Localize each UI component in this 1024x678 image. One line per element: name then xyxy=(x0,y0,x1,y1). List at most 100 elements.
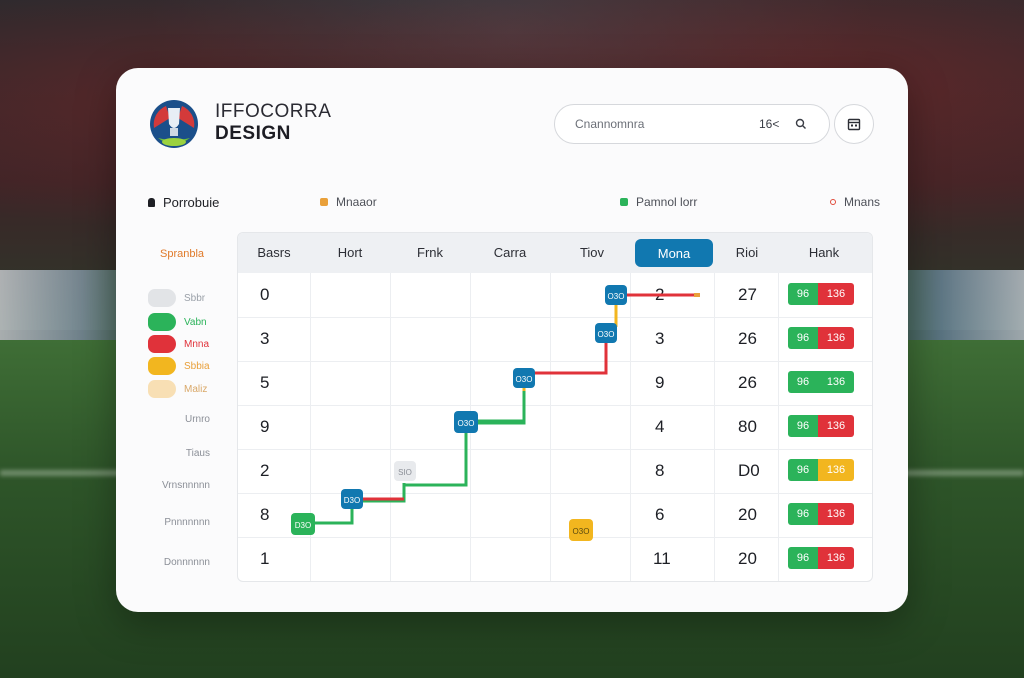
svg-text:O3O: O3O xyxy=(516,375,533,384)
score-pill-left: 96 xyxy=(788,547,818,569)
bracket-node[interactable]: O3O xyxy=(513,368,535,388)
score-pill[interactable]: 96 136 xyxy=(788,459,854,481)
score-pill[interactable]: 96 136 xyxy=(788,547,854,569)
grid-line xyxy=(238,537,872,538)
table-cell: 5 xyxy=(260,373,270,392)
search-icon[interactable] xyxy=(795,118,807,130)
route-segment xyxy=(524,333,608,375)
search-shortcut: 16< xyxy=(759,117,780,131)
team-item-4[interactable]: Sbbia xyxy=(148,356,210,376)
team-item-3[interactable]: Mnna xyxy=(148,334,209,354)
score-pill[interactable]: 96 136 xyxy=(788,415,854,437)
column-header[interactable]: Hort xyxy=(337,245,363,260)
bracket-node[interactable]: O3O xyxy=(569,519,593,541)
score-pill-right: 136 xyxy=(818,547,854,569)
score-pill-left: 96 xyxy=(788,283,818,305)
bracket-node[interactable]: O3O xyxy=(595,323,617,343)
score-pill-left: 96 xyxy=(788,327,818,349)
score-pill[interactable]: 96 136 xyxy=(788,283,854,305)
column-header[interactable]: Frnk xyxy=(417,245,443,260)
table-cell: 20 xyxy=(738,549,757,568)
bracket-node[interactable]: O3O xyxy=(605,285,627,305)
svg-text:O3O: O3O xyxy=(573,527,590,536)
brand-name-top: IFFOCORRA xyxy=(215,101,332,122)
table-cell: 9 xyxy=(260,417,270,436)
column-header[interactable]: Basrs xyxy=(257,245,291,260)
legend-item-2[interactable]: Pamnol lorr xyxy=(620,195,697,209)
legend-swatch-red xyxy=(830,199,836,205)
legend-label: Pamnol lorr xyxy=(636,195,698,209)
sidebar-row-label: Vrnsnnnnn xyxy=(162,480,210,491)
bracket-node[interactable]: D3O xyxy=(341,489,363,509)
sidebar-row-label: Urnro xyxy=(184,414,210,425)
team-label: Sbbia xyxy=(184,360,210,372)
bracket-table: Basrs Hort Frnk Carra Tiov Mona Rioi Han… xyxy=(237,232,873,582)
score-pill-left: 96 xyxy=(788,371,818,393)
table-cell: 26 xyxy=(738,373,757,392)
score-pill-right: 136 xyxy=(818,459,854,481)
score-pill[interactable]: 96 136 xyxy=(788,371,854,393)
legend-item-1[interactable]: Mnaaor xyxy=(320,195,377,209)
team-item-5[interactable]: Maliz xyxy=(148,379,207,399)
grid-line xyxy=(550,273,551,581)
search-placeholder: Cnannomnra xyxy=(575,117,645,131)
grid-line xyxy=(390,273,391,581)
svg-text:O3O: O3O xyxy=(598,330,615,339)
search-bar[interactable]: Cnannomnra 16< xyxy=(554,104,830,144)
grid-line xyxy=(238,361,872,362)
team-item-1[interactable]: Sbbr xyxy=(148,288,205,308)
score-pill-right: 136 xyxy=(818,327,854,349)
table-cell: 3 xyxy=(655,329,665,348)
team-swatch xyxy=(148,380,176,398)
column-header-active[interactable]: Mona xyxy=(635,239,713,267)
table-cell: 4 xyxy=(655,417,665,436)
route-end-marker xyxy=(694,293,700,297)
section-title: Porrobuie xyxy=(148,195,219,210)
score-pill-left: 96 xyxy=(788,459,818,481)
bracket-node[interactable]: D3O xyxy=(291,513,315,535)
svg-text:D3O: D3O xyxy=(295,521,311,530)
column-header[interactable]: Tiov xyxy=(579,245,605,260)
grid-line xyxy=(238,317,872,318)
table-cell: 9 xyxy=(655,373,665,392)
grid-line xyxy=(310,273,311,581)
legend-label: Mnans xyxy=(844,195,881,209)
legend-label: Mnaaor xyxy=(336,195,377,209)
table-cell: D0 xyxy=(738,461,760,480)
score-pill-left: 96 xyxy=(788,503,818,525)
legend-swatch-green xyxy=(620,198,628,206)
table-cell: 8 xyxy=(655,461,665,480)
bracket-node[interactable]: O3O xyxy=(454,411,478,433)
table-cell: 8 xyxy=(260,505,270,524)
team-label: Mnna xyxy=(184,338,210,350)
calendar-button[interactable] xyxy=(834,104,874,144)
grid-line xyxy=(778,273,779,581)
section-title-text: Porrobuie xyxy=(163,195,220,210)
bracket-node[interactable]: SIO xyxy=(394,461,416,481)
legend-swatch-orange xyxy=(320,198,328,206)
table-cell: 2 xyxy=(260,461,270,480)
score-pill-right: 136 xyxy=(818,283,854,305)
score-pill[interactable]: 96 136 xyxy=(788,327,854,349)
team-swatch xyxy=(148,335,176,353)
team-label: Maliz xyxy=(184,383,208,395)
column-header[interactable]: Rioi xyxy=(735,245,759,260)
sidebar-row-label: Pnnnnnnn xyxy=(164,517,210,528)
table-cell: 27 xyxy=(738,285,757,304)
svg-text:O3O: O3O xyxy=(608,292,625,301)
team-swatch xyxy=(148,313,176,331)
svg-text:SIO: SIO xyxy=(398,468,412,477)
column-header[interactable]: Carra xyxy=(493,245,527,260)
legend-item-3[interactable]: Mnans xyxy=(830,195,880,209)
score-pill-right: 136 xyxy=(818,371,854,393)
column-header[interactable]: Hank xyxy=(808,245,840,260)
grid-line xyxy=(630,273,631,581)
svg-text:D3O: D3O xyxy=(344,496,360,505)
table-cell: 26 xyxy=(738,329,757,348)
grid-line xyxy=(238,405,872,406)
score-pill[interactable]: 96 136 xyxy=(788,503,854,525)
team-label: Vabn xyxy=(184,316,207,328)
table-cell: 80 xyxy=(738,417,757,436)
table-cell: 11 xyxy=(653,549,671,568)
team-item-2[interactable]: Vabn xyxy=(148,312,207,332)
